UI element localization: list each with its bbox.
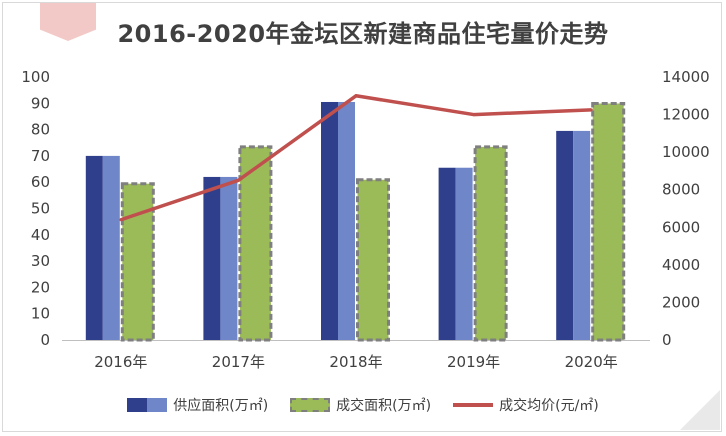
legend-swatch-price: [453, 403, 494, 407]
point-price: [354, 94, 358, 98]
y-right-tick-label: 8000: [662, 181, 700, 199]
x-tick-label: 2019年: [447, 353, 500, 371]
y-right-tick-label: 2000: [662, 293, 700, 311]
point-price: [589, 108, 593, 112]
bar-supply-highlight: [220, 176, 238, 340]
y-right-tick-label: 14000: [662, 68, 710, 86]
bar-supply: [203, 176, 221, 340]
point-price: [236, 178, 240, 182]
x-tick-label: 2017年: [212, 353, 265, 371]
y-right-tick-label: 0: [662, 331, 672, 349]
legend-swatch-deal: [290, 398, 331, 412]
y-right-tick-label: 12000: [662, 106, 710, 124]
x-tick-label: 2018年: [329, 353, 382, 371]
y-left-tick-label: 50: [31, 200, 50, 218]
bar-deal: [356, 178, 390, 342]
legend-swatch-supply: [127, 398, 168, 412]
y-left-tick-label: 80: [31, 121, 50, 139]
legend-item-supply: 供应面积(万㎡): [127, 395, 268, 415]
y-right-tick-label: 10000: [662, 143, 710, 161]
bar-deal: [238, 145, 273, 342]
x-tick-label: 2020年: [565, 353, 618, 371]
y-left-tick-label: 70: [31, 147, 50, 165]
legend-label-supply: 供应面积(万㎡): [173, 398, 269, 414]
x-tick-label: 2016年: [94, 353, 147, 371]
y-left-tick-label: 20: [31, 278, 50, 296]
chart-title: 2016-2020年金坛区新建商品住宅量价走势: [117, 20, 609, 48]
bar-supply: [438, 167, 456, 340]
bar-deal: [591, 101, 626, 342]
bar-supply: [321, 101, 338, 340]
y-left-tick-label: 90: [31, 94, 50, 112]
bar-supply-highlight: [455, 167, 473, 340]
legend-item-deal: 成交面积(万㎡): [290, 395, 431, 415]
y-left-tick-label: 40: [31, 226, 50, 244]
y-right-tick-label: 4000: [662, 256, 700, 274]
y-left-tick-label: 0: [40, 331, 50, 349]
bar-deal: [120, 182, 155, 342]
legend-label-deal: 成交面积(万㎡): [336, 398, 432, 414]
y-left-tick-label: 10: [31, 305, 50, 323]
bar-supply-highlight: [573, 130, 591, 340]
bar-supply-highlight: [338, 101, 355, 340]
bar-supply: [85, 155, 103, 340]
point-price: [119, 218, 123, 222]
point-price: [472, 113, 476, 117]
bar-supply: [556, 130, 574, 340]
bar-supply-highlight: [102, 155, 120, 340]
y-left-tick-label: 30: [31, 252, 50, 270]
y-right-tick-label: 6000: [662, 218, 700, 236]
legend-label-price: 成交均价(元/㎡): [499, 398, 599, 414]
bar-deal: [473, 145, 508, 342]
legend: 供应面积(万㎡) 成交面积(万㎡) 成交均价(元/㎡): [0, 392, 726, 418]
legend-item-price: 成交均价(元/㎡): [453, 395, 599, 415]
y-left-tick-label: 60: [31, 173, 50, 191]
y-left-tick-label: 100: [21, 68, 50, 86]
